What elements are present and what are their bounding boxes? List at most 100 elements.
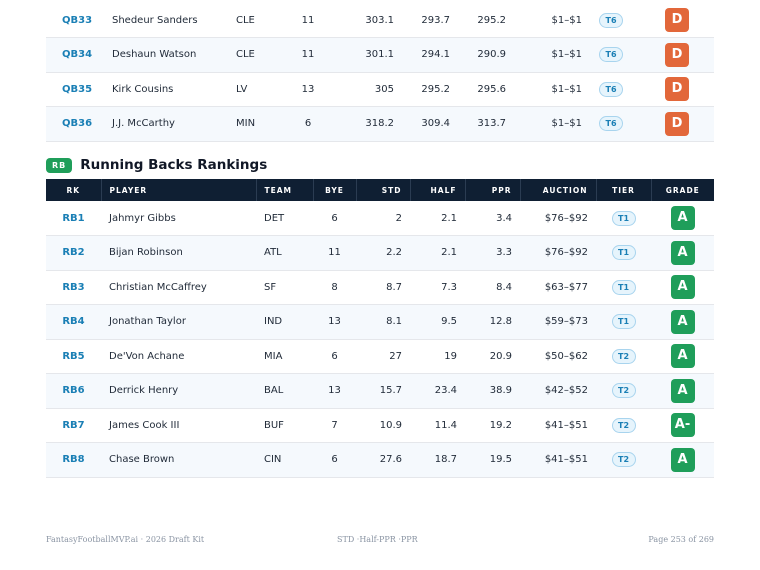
table-row: QB34 Deshaun Watson CLE 11 301.1 294.1 290.9 $1… [46, 37, 714, 73]
header-rk: RK [46, 179, 102, 201]
tier-badge: T6 [599, 12, 623, 28]
auction-value: $59–$73 [544, 316, 588, 328]
half-ppr-rank: 19 [444, 350, 457, 362]
tier-badge: T6 [599, 81, 623, 97]
player-name: De'Von Achane [109, 350, 185, 362]
bye-cell: 6 [304, 118, 312, 130]
rank-cell: RB8 [62, 454, 85, 466]
table-row: RB2 Bijan Robinson ATL 11 2.2 2.1 3.3 $76–$92 T1… [46, 235, 714, 271]
grade-badge: A [670, 378, 695, 403]
bye-cell: 13 [328, 316, 341, 328]
rank-cell: RB3 [62, 281, 85, 293]
tier-cell: T2 [596, 443, 651, 478]
rb-table-body: RB1 Jahmyr Gibbs DET 6 2 2.1 3.4 $76–$92 T1 A RB2 B… [46, 201, 714, 477]
header-auction: AUCTION [520, 179, 597, 201]
header-player: PLAYER [101, 179, 257, 201]
header-team: TEAM [256, 179, 314, 201]
ppr-rank: 3.3 [496, 247, 512, 259]
team-cell: CIN [264, 454, 282, 466]
table-row: RB6 Derrick Henry BAL 13 15.7 23.4 38.9 $42–$52… [46, 373, 714, 409]
player-name: Chase Brown [109, 454, 175, 466]
tier-badge: T1 [611, 279, 636, 295]
tier-cell: T1 [596, 201, 651, 236]
half-ppr-rank: 7.3 [441, 281, 457, 293]
bye-cell: 7 [331, 419, 338, 431]
footer-brand: FantasyFootballMVP.ai · 2026 Draft Kit [46, 535, 205, 544]
std-rank: 8.7 [386, 281, 402, 293]
qb-table-body: QB33 Shedeur Sanders CLE 11 303.1 293.7 295.2 $… [46, 3, 714, 141]
grade-badge: A [670, 240, 695, 265]
grade-cell: D [640, 107, 714, 142]
tier-cell: T1 [596, 270, 651, 305]
player-name: Christian McCaffrey [109, 281, 207, 293]
team-cell: CLE [236, 49, 255, 61]
tier-badge: T2 [611, 417, 636, 433]
auction-value: $42–$52 [544, 385, 588, 397]
grade-cell: D [640, 72, 714, 107]
table-row: RB8 Chase Brown CIN 6 27.6 18.7 19.5 $41–$51 T2 A [46, 442, 714, 478]
half-ppr-rank: 309.4 [421, 118, 450, 130]
std-rank: 305 [374, 83, 394, 95]
table-row: QB36 J.J. McCarthy MIN 6 318.2 309.4 313.7 $1–$… [46, 106, 714, 142]
grade-cell: A [651, 374, 714, 409]
auction-value: $1–$1 [551, 49, 582, 61]
bye-cell: 11 [328, 247, 341, 259]
section-heading: RB Running Backs Rankings [46, 156, 267, 174]
ppr-rank: 8.4 [496, 281, 512, 293]
bye-cell: 6 [331, 212, 338, 224]
half-ppr-rank: 293.7 [421, 14, 450, 26]
team-cell: DET [264, 212, 285, 224]
player-name: James Cook III [109, 419, 180, 431]
bye-cell: 13 [328, 385, 341, 397]
grade-badge: A [670, 206, 695, 230]
table-row: QB35 Kirk Cousins LV 13 305 295.2 295.6 $1–$1 T6… [46, 72, 714, 107]
rank-cell: RB5 [62, 350, 85, 362]
tier-cell: T6 [582, 3, 640, 38]
player-name: Deshaun Watson [112, 49, 197, 61]
std-rank: 15.7 [379, 385, 402, 397]
grade-badge: A [670, 275, 695, 300]
tier-badge: T6 [599, 47, 623, 63]
ppr-rank: 295.6 [477, 83, 506, 95]
tier-badge: T2 [611, 383, 636, 399]
std-rank: 2 [395, 212, 402, 224]
header-tier: TIER [596, 179, 652, 201]
rank-cell: QB35 [62, 83, 93, 95]
half-ppr-rank: 11.4 [434, 419, 457, 431]
auction-value: $50–$62 [544, 350, 588, 362]
grade-cell: D [640, 38, 714, 73]
team-cell: SF [264, 281, 277, 293]
team-cell: BUF [264, 419, 284, 431]
grade-cell: A [651, 305, 714, 340]
tier-cell: T2 [596, 374, 651, 409]
rank-cell: RB4 [62, 316, 85, 328]
auction-value: $1–$1 [551, 14, 582, 26]
tier-cell: T1 [596, 236, 651, 271]
std-rank: 27.6 [379, 454, 402, 466]
header-grade: GRADE [665, 185, 700, 195]
std-rank: 8.1 [386, 316, 402, 328]
rank-cell: QB36 [62, 118, 93, 130]
grade-cell: A- [651, 408, 714, 443]
std-rank: 303.1 [365, 14, 394, 26]
team-cell: MIN [236, 118, 256, 130]
rank-cell: QB33 [62, 14, 93, 26]
player-name: Shedeur Sanders [112, 14, 198, 26]
half-ppr-rank: 2.1 [441, 212, 457, 224]
rank-cell: RB1 [62, 212, 85, 224]
tier-badge: T2 [611, 452, 636, 468]
ppr-rank: 3.4 [496, 212, 512, 224]
grade-cell: A [651, 201, 714, 236]
tier-cell: T1 [596, 305, 651, 340]
ppr-rank: 20.9 [489, 350, 512, 362]
ppr-rank: 12.8 [489, 316, 512, 328]
header-half: HALF [410, 179, 466, 201]
ppr-rank: 313.7 [477, 118, 506, 130]
table-row: RB1 Jahmyr Gibbs DET 6 2 2.1 3.4 $76–$92 T1 A [46, 201, 714, 236]
player-name: J.J. McCarthy [112, 118, 175, 130]
grade-badge: A- [670, 413, 695, 438]
player-name: Jonathan Taylor [109, 316, 186, 328]
tier-cell: T2 [596, 408, 651, 443]
header-ppr: PPR [465, 179, 521, 201]
footer-scoring-formats: STD ·Half-PPR ·PPR [337, 535, 418, 544]
